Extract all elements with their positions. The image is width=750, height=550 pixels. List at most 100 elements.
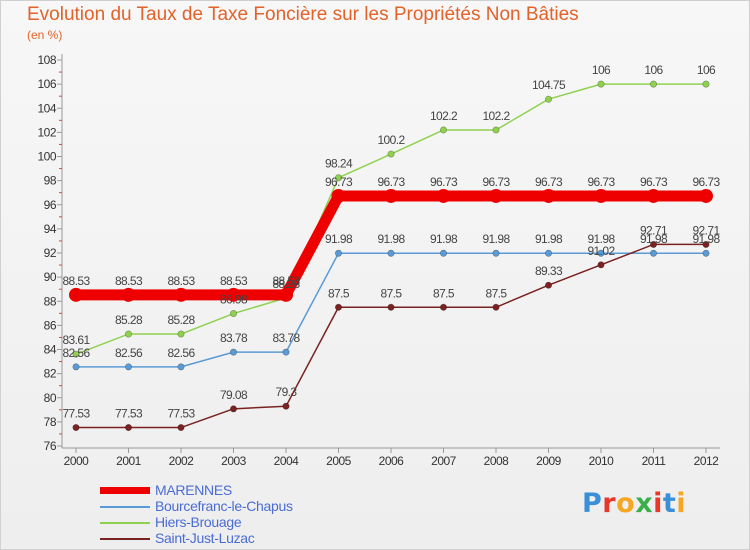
y-tick-label: 102 — [37, 125, 56, 139]
y-tick-label: 80 — [44, 391, 57, 405]
logo-letter: t — [662, 488, 677, 519]
data-point — [230, 405, 238, 413]
data-point — [544, 95, 552, 103]
data-label: 91.98 — [430, 232, 458, 246]
data-point — [125, 424, 133, 432]
y-tick-label: 104 — [37, 101, 56, 115]
data-point — [544, 249, 552, 257]
data-label: 88.53 — [115, 274, 143, 288]
y-tick-label: 84 — [44, 343, 57, 357]
data-point — [125, 363, 133, 371]
data-point — [384, 188, 398, 203]
data-label: 88.53 — [167, 274, 195, 288]
chart-title: Evolution du Taux de Taxe Foncière sur l… — [27, 4, 579, 25]
data-label: 85.28 — [167, 313, 195, 327]
data-point — [174, 287, 188, 302]
data-point — [334, 303, 342, 311]
y-tick-label: 106 — [37, 77, 56, 91]
data-label: 98.24 — [325, 157, 353, 171]
data-label: 96.73 — [430, 175, 458, 189]
data-label: 79.3 — [276, 385, 298, 399]
x-tick-label: 2009 — [536, 454, 562, 468]
data-point — [492, 126, 500, 134]
data-label: 88.53 — [220, 274, 248, 288]
legend-label: Saint-Just-Luzac — [155, 530, 255, 546]
data-point — [387, 150, 395, 158]
logo-letter: P — [582, 488, 603, 519]
data-point — [69, 287, 83, 302]
data-point — [72, 424, 80, 432]
y-tick-label: 100 — [37, 150, 56, 164]
data-label: 96.73 — [377, 175, 405, 189]
data-label: 91.98 — [640, 232, 668, 246]
y-tick-label: 96 — [44, 198, 57, 212]
data-label: 91.98 — [692, 232, 720, 246]
y-tick-label: 92 — [44, 246, 57, 260]
data-point — [177, 424, 185, 432]
x-tick-label: 2001 — [116, 454, 142, 468]
data-label: 104.75 — [532, 78, 566, 92]
data-point — [492, 249, 500, 257]
y-tick-label: 98 — [44, 174, 57, 188]
x-tick-label: 2011 — [642, 454, 667, 468]
data-label: 96.73 — [535, 175, 563, 189]
data-point — [439, 126, 447, 134]
data-label: 88.28 — [272, 277, 300, 291]
data-label: 87.5 — [381, 286, 403, 300]
y-tick-label: 86 — [44, 318, 57, 332]
data-label: 91.02 — [587, 244, 615, 258]
data-point — [702, 249, 710, 257]
legend-swatch — [100, 506, 150, 508]
data-point — [125, 330, 133, 338]
data-label: 82.56 — [62, 346, 90, 360]
data-point — [597, 261, 605, 269]
y-tick-label: 76 — [44, 439, 57, 453]
data-label: 92.71 — [640, 223, 668, 237]
data-label: 91.98 — [377, 232, 405, 246]
data-label: 89.33 — [535, 264, 563, 278]
data-point — [649, 80, 657, 88]
x-tick-label: 2012 — [694, 454, 720, 468]
y-tick-label: 94 — [44, 222, 57, 236]
data-point — [387, 249, 395, 257]
data-label: 87.5 — [433, 286, 455, 300]
data-point — [282, 348, 290, 356]
data-label: 100.2 — [377, 133, 405, 147]
proxiti-logo: Proxiti — [582, 488, 686, 519]
y-tick-label: 88 — [44, 294, 57, 308]
data-point — [121, 287, 136, 302]
data-label: 91.98 — [482, 232, 510, 246]
data-label: 82.56 — [115, 346, 143, 360]
y-tick-label: 82 — [44, 367, 57, 381]
data-label: 96.73 — [482, 175, 510, 189]
data-label: 92.71 — [692, 223, 720, 237]
data-point — [72, 363, 80, 371]
data-point — [649, 240, 657, 248]
x-tick-label: 2006 — [379, 454, 405, 468]
data-label: 85.28 — [115, 313, 143, 327]
data-label: 96.73 — [692, 175, 720, 189]
data-point — [702, 80, 710, 88]
data-point — [489, 188, 503, 203]
legend-label: Bourcefranc-le-Chapus — [155, 498, 293, 514]
legend-swatch — [100, 522, 150, 524]
data-label: 77.53 — [62, 407, 90, 421]
data-label: 79.08 — [220, 388, 248, 402]
data-point — [72, 350, 80, 358]
data-label: 106 — [697, 63, 716, 77]
x-tick-label: 2004 — [274, 454, 300, 468]
data-point — [177, 330, 185, 338]
data-label: 83.61 — [62, 333, 90, 347]
data-label: 77.53 — [115, 407, 143, 421]
x-tick-label: 2007 — [431, 454, 457, 468]
data-label: 87.5 — [328, 286, 350, 300]
data-label: 102.2 — [430, 109, 458, 123]
logo-letter: i — [676, 488, 687, 519]
logo-letter: r — [602, 488, 617, 519]
data-label: 106 — [592, 63, 611, 77]
data-point — [699, 188, 713, 203]
logo-letter: x — [635, 488, 654, 519]
data-label: 86.98 — [220, 293, 248, 307]
